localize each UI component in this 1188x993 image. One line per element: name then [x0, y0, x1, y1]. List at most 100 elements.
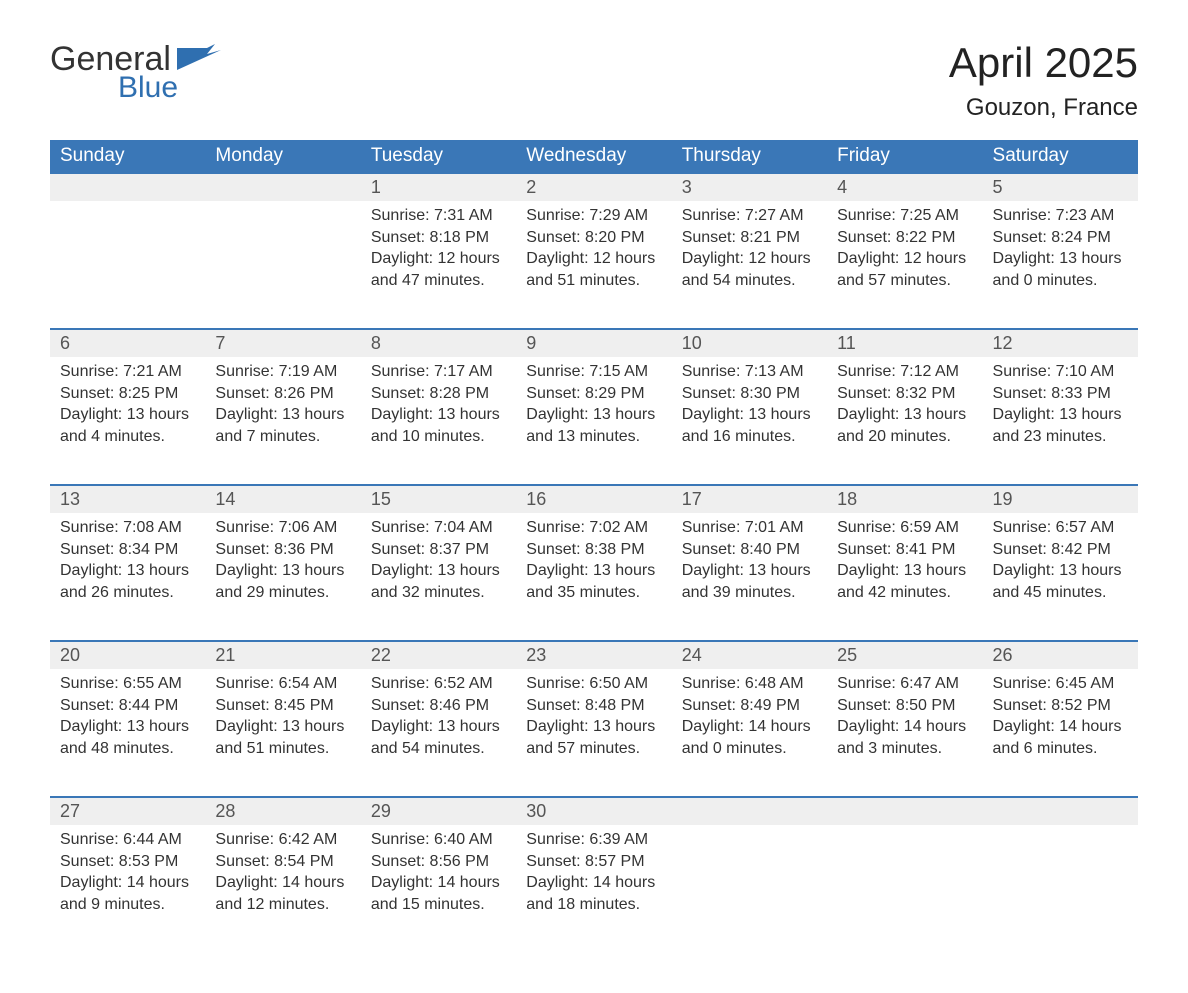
- sunrise-text: Sunrise: 7:13 AM: [682, 361, 817, 383]
- day-number-cell: [983, 797, 1138, 825]
- day-number-row: 6789101112: [50, 329, 1138, 357]
- day-body-cell: Sunrise: 6:55 AMSunset: 8:44 PMDaylight:…: [50, 669, 205, 797]
- day-body-cell: Sunrise: 6:45 AMSunset: 8:52 PMDaylight:…: [983, 669, 1138, 797]
- day-body-cell: Sunrise: 7:04 AMSunset: 8:37 PMDaylight:…: [361, 513, 516, 641]
- day-number-cell: 18: [827, 485, 982, 513]
- daylight-text: Daylight: 13 hours and 16 minutes.: [682, 404, 817, 447]
- sunrise-text: Sunrise: 7:15 AM: [526, 361, 661, 383]
- daylight-text: Daylight: 13 hours and 23 minutes.: [993, 404, 1128, 447]
- day-number-cell: 24: [672, 641, 827, 669]
- day-number-row: 13141516171819: [50, 485, 1138, 513]
- day-body-cell: Sunrise: 6:42 AMSunset: 8:54 PMDaylight:…: [205, 825, 360, 953]
- sunset-text: Sunset: 8:42 PM: [993, 539, 1128, 561]
- day-body-cell: [672, 825, 827, 953]
- day-number-cell: 26: [983, 641, 1138, 669]
- day-body-cell: Sunrise: 7:02 AMSunset: 8:38 PMDaylight:…: [516, 513, 671, 641]
- sunset-text: Sunset: 8:40 PM: [682, 539, 817, 561]
- daylight-text: Daylight: 13 hours and 32 minutes.: [371, 560, 506, 603]
- sunrise-text: Sunrise: 6:44 AM: [60, 829, 195, 851]
- sunrise-text: Sunrise: 6:48 AM: [682, 673, 817, 695]
- sunrise-text: Sunrise: 7:02 AM: [526, 517, 661, 539]
- day-number-cell: 13: [50, 485, 205, 513]
- day-number-cell: [672, 797, 827, 825]
- weekday-header-row: SundayMondayTuesdayWednesdayThursdayFrid…: [50, 140, 1138, 173]
- sunrise-text: Sunrise: 7:23 AM: [993, 205, 1128, 227]
- daylight-text: Daylight: 13 hours and 13 minutes.: [526, 404, 661, 447]
- sunrise-text: Sunrise: 7:01 AM: [682, 517, 817, 539]
- day-body-cell: Sunrise: 6:57 AMSunset: 8:42 PMDaylight:…: [983, 513, 1138, 641]
- sunset-text: Sunset: 8:50 PM: [837, 695, 972, 717]
- day-body-row: Sunrise: 7:31 AMSunset: 8:18 PMDaylight:…: [50, 201, 1138, 329]
- day-body-cell: Sunrise: 7:21 AMSunset: 8:25 PMDaylight:…: [50, 357, 205, 485]
- sunset-text: Sunset: 8:28 PM: [371, 383, 506, 405]
- day-number-cell: 25: [827, 641, 982, 669]
- sunset-text: Sunset: 8:20 PM: [526, 227, 661, 249]
- location: Gouzon, France: [949, 94, 1138, 122]
- weekday-header: Thursday: [672, 140, 827, 173]
- sunset-text: Sunset: 8:36 PM: [215, 539, 350, 561]
- sunrise-text: Sunrise: 7:04 AM: [371, 517, 506, 539]
- daylight-text: Daylight: 14 hours and 3 minutes.: [837, 716, 972, 759]
- calendar-table: SundayMondayTuesdayWednesdayThursdayFrid…: [50, 140, 1138, 953]
- sunset-text: Sunset: 8:18 PM: [371, 227, 506, 249]
- sunrise-text: Sunrise: 6:45 AM: [993, 673, 1128, 695]
- calendar-body: 12345Sunrise: 7:31 AMSunset: 8:18 PMDayl…: [50, 173, 1138, 953]
- daylight-text: Daylight: 13 hours and 39 minutes.: [682, 560, 817, 603]
- sunrise-text: Sunrise: 7:27 AM: [682, 205, 817, 227]
- day-number-cell: 11: [827, 329, 982, 357]
- day-body-cell: Sunrise: 6:44 AMSunset: 8:53 PMDaylight:…: [50, 825, 205, 953]
- day-body-cell: Sunrise: 6:39 AMSunset: 8:57 PMDaylight:…: [516, 825, 671, 953]
- day-body-cell: Sunrise: 7:17 AMSunset: 8:28 PMDaylight:…: [361, 357, 516, 485]
- sunrise-text: Sunrise: 6:52 AM: [371, 673, 506, 695]
- day-number-cell: 21: [205, 641, 360, 669]
- weekday-header: Monday: [205, 140, 360, 173]
- day-body-row: Sunrise: 7:21 AMSunset: 8:25 PMDaylight:…: [50, 357, 1138, 485]
- daylight-text: Daylight: 13 hours and 45 minutes.: [993, 560, 1128, 603]
- day-body-cell: Sunrise: 6:54 AMSunset: 8:45 PMDaylight:…: [205, 669, 360, 797]
- daylight-text: Daylight: 13 hours and 26 minutes.: [60, 560, 195, 603]
- daylight-text: Daylight: 12 hours and 57 minutes.: [837, 248, 972, 291]
- day-body-cell: Sunrise: 7:23 AMSunset: 8:24 PMDaylight:…: [983, 201, 1138, 329]
- sunrise-text: Sunrise: 7:12 AM: [837, 361, 972, 383]
- sunset-text: Sunset: 8:46 PM: [371, 695, 506, 717]
- day-body-cell: Sunrise: 6:50 AMSunset: 8:48 PMDaylight:…: [516, 669, 671, 797]
- day-number-cell: 4: [827, 173, 982, 201]
- sunset-text: Sunset: 8:38 PM: [526, 539, 661, 561]
- sunrise-text: Sunrise: 7:10 AM: [993, 361, 1128, 383]
- day-number-cell: 12: [983, 329, 1138, 357]
- sunset-text: Sunset: 8:41 PM: [837, 539, 972, 561]
- sunset-text: Sunset: 8:52 PM: [993, 695, 1128, 717]
- day-body-row: Sunrise: 6:55 AMSunset: 8:44 PMDaylight:…: [50, 669, 1138, 797]
- sunset-text: Sunset: 8:48 PM: [526, 695, 661, 717]
- day-body-cell: Sunrise: 7:27 AMSunset: 8:21 PMDaylight:…: [672, 201, 827, 329]
- daylight-text: Daylight: 13 hours and 35 minutes.: [526, 560, 661, 603]
- sunset-text: Sunset: 8:32 PM: [837, 383, 972, 405]
- daylight-text: Daylight: 13 hours and 7 minutes.: [215, 404, 350, 447]
- weekday-header: Sunday: [50, 140, 205, 173]
- day-body-cell: Sunrise: 7:13 AMSunset: 8:30 PMDaylight:…: [672, 357, 827, 485]
- day-number-cell: 23: [516, 641, 671, 669]
- sunrise-text: Sunrise: 6:42 AM: [215, 829, 350, 851]
- day-body-cell: [205, 201, 360, 329]
- sunset-text: Sunset: 8:56 PM: [371, 851, 506, 873]
- sunset-text: Sunset: 8:30 PM: [682, 383, 817, 405]
- daylight-text: Daylight: 13 hours and 51 minutes.: [215, 716, 350, 759]
- sunset-text: Sunset: 8:57 PM: [526, 851, 661, 873]
- sunset-text: Sunset: 8:26 PM: [215, 383, 350, 405]
- day-body-cell: Sunrise: 7:19 AMSunset: 8:26 PMDaylight:…: [205, 357, 360, 485]
- day-number-cell: 10: [672, 329, 827, 357]
- sunrise-text: Sunrise: 7:19 AM: [215, 361, 350, 383]
- daylight-text: Daylight: 13 hours and 48 minutes.: [60, 716, 195, 759]
- day-number-cell: 6: [50, 329, 205, 357]
- sunset-text: Sunset: 8:21 PM: [682, 227, 817, 249]
- day-number-cell: 14: [205, 485, 360, 513]
- sunset-text: Sunset: 8:49 PM: [682, 695, 817, 717]
- weekday-header: Tuesday: [361, 140, 516, 173]
- daylight-text: Daylight: 13 hours and 20 minutes.: [837, 404, 972, 447]
- logo: General Blue: [50, 40, 221, 105]
- title-block: April 2025 Gouzon, France: [949, 40, 1138, 122]
- daylight-text: Daylight: 14 hours and 18 minutes.: [526, 872, 661, 915]
- daylight-text: Daylight: 14 hours and 9 minutes.: [60, 872, 195, 915]
- daylight-text: Daylight: 13 hours and 54 minutes.: [371, 716, 506, 759]
- day-body-cell: [827, 825, 982, 953]
